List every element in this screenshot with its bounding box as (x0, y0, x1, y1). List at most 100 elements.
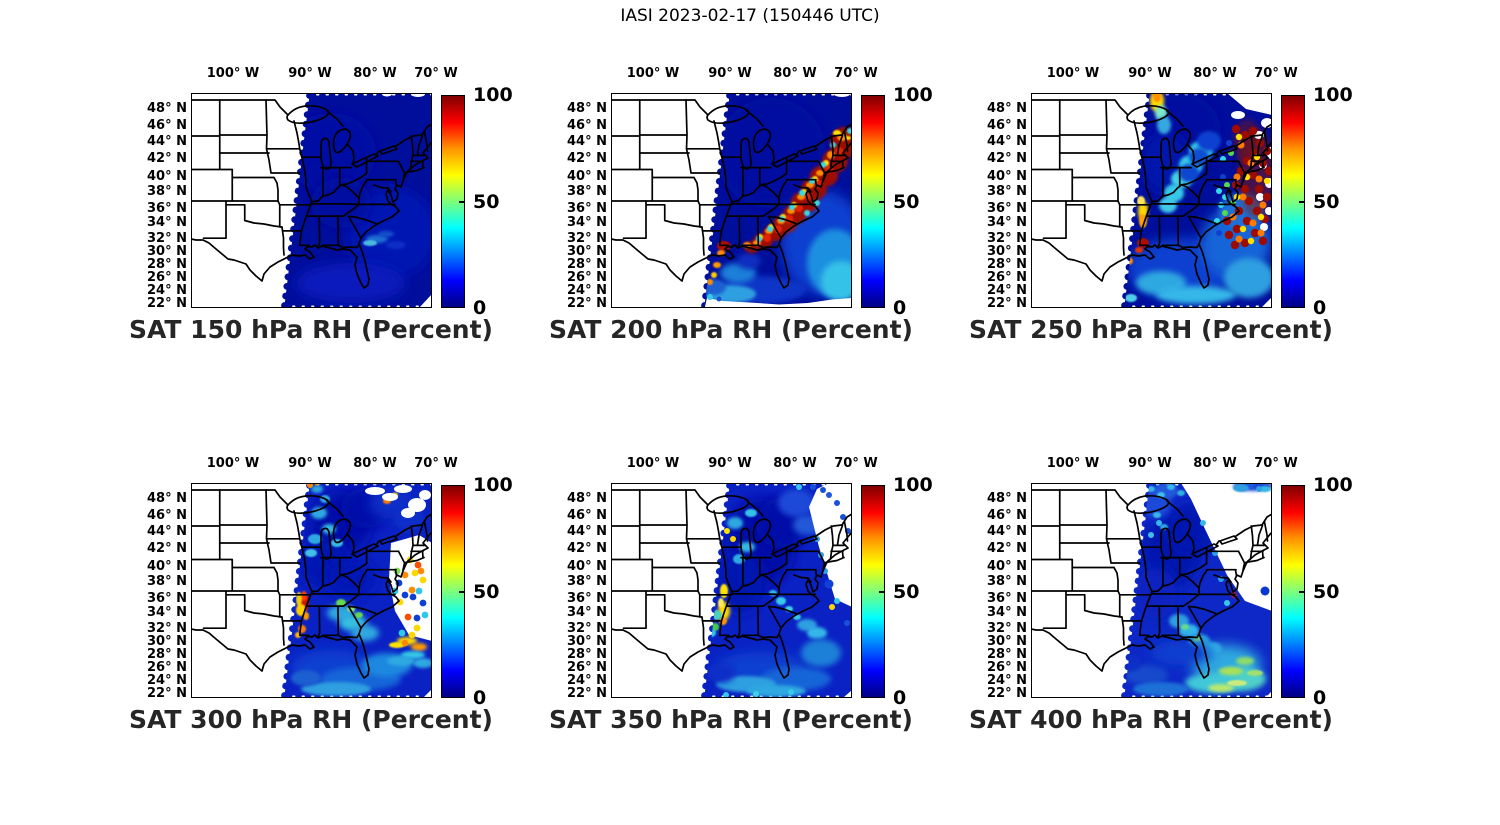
lat-tick-label: 42° N (987, 151, 1027, 166)
lat-tick-label: 32° N (987, 230, 1027, 246)
lon-tick-label: 100° W (206, 456, 260, 471)
lat-tick-label: 38° N (987, 573, 1027, 589)
lon-tick-label: 80° W (773, 66, 817, 81)
colorbar-mid-tick (879, 200, 884, 203)
lat-tick-label: 26° N (147, 270, 187, 285)
colorbar-tick-label: 100 (1313, 474, 1353, 496)
lon-tick-label: 70° W (1254, 456, 1298, 471)
lat-tick-label: 44° N (987, 524, 1027, 539)
lat-tick-label: 26° N (567, 660, 607, 675)
lon-tick-label: 70° W (414, 456, 458, 471)
colorbar-tick-label: 0 (473, 687, 487, 709)
lat-tick-label: 34° N (567, 604, 607, 620)
lat-tick-label: 28° N (147, 256, 187, 272)
lat-tick-label: 26° N (147, 660, 187, 675)
lat-tick-label: 34° N (987, 604, 1027, 620)
lat-tick-label: 26° N (987, 270, 1027, 285)
lat-tick-label: 38° N (987, 183, 1027, 199)
lat-tick-label: 46° N (147, 117, 187, 133)
panel-title: SAT 400 hPa RH (Percent) (969, 705, 1333, 734)
panel-title: SAT 150 hPa RH (Percent) (129, 315, 493, 344)
colorbar-tick-label: 50 (473, 580, 500, 603)
lat-tick-label: 36° N (987, 590, 1027, 606)
lat-tick-label: 22° N (147, 295, 187, 311)
colorbar (441, 485, 465, 698)
lat-tick-label: 30° N (147, 243, 187, 259)
colorbar-tick-label: 0 (1313, 297, 1327, 319)
colorbar-tick-label: 100 (473, 474, 513, 496)
lat-tick-label: 32° N (147, 620, 187, 636)
lat-tick-label: 22° N (567, 295, 607, 311)
colorbar (861, 485, 885, 698)
lat-tick-label: 32° N (987, 620, 1027, 636)
colorbar-tick-label: 100 (893, 84, 933, 106)
lat-tick-label: 46° N (567, 117, 607, 133)
lat-tick-label: 22° N (567, 685, 607, 701)
lat-tick-label: 48° N (567, 101, 607, 116)
map-plot-250hpa (1031, 93, 1272, 308)
lat-tick-label: 30° N (987, 633, 1027, 649)
lat-tick-label: 28° N (567, 256, 607, 272)
colorbar-tick-label: 0 (893, 687, 907, 709)
lon-tick-label: 90° W (288, 66, 332, 81)
lat-tick-label: 22° N (987, 295, 1027, 311)
lat-tick-label: 36° N (147, 590, 187, 606)
lat-tick-label: 34° N (567, 214, 607, 230)
lon-tick-label: 70° W (834, 456, 878, 471)
panel-title: SAT 250 hPa RH (Percent) (969, 315, 1333, 344)
colorbar-tick-label: 50 (893, 190, 920, 213)
lat-tick-label: 40° N (567, 558, 607, 574)
lat-tick-label: 24° N (147, 672, 187, 688)
map-plot-300hpa (191, 483, 432, 698)
lat-tick-label: 44° N (987, 134, 1027, 149)
lat-tick-label: 24° N (567, 282, 607, 298)
lon-tick-label: 90° W (708, 66, 752, 81)
colorbar (1281, 485, 1305, 698)
lat-tick-label: 36° N (567, 200, 607, 216)
lon-tick-label: 80° W (1193, 66, 1237, 81)
lat-tick-label: 40° N (147, 168, 187, 184)
lat-tick-label: 44° N (147, 134, 187, 149)
lat-tick-label: 22° N (147, 685, 187, 701)
lat-tick-label: 32° N (567, 230, 607, 246)
panel-title: SAT 200 hPa RH (Percent) (549, 315, 913, 344)
colorbar-mid-tick (459, 590, 464, 593)
colorbar (441, 95, 465, 308)
lon-tick-label: 90° W (1128, 456, 1172, 471)
lon-tick-label: 100° W (1046, 456, 1100, 471)
lon-tick-label: 70° W (1254, 66, 1298, 81)
lat-tick-label: 36° N (987, 200, 1027, 216)
lat-tick-label: 42° N (987, 541, 1027, 556)
lat-tick-label: 46° N (987, 507, 1027, 523)
lon-tick-label: 100° W (1046, 66, 1100, 81)
lat-tick-label: 42° N (147, 151, 187, 166)
lat-tick-label: 40° N (987, 558, 1027, 574)
lat-tick-label: 30° N (567, 633, 607, 649)
figure-title: IASI 2023-02-17 (150446 UTC) (620, 6, 880, 26)
lat-tick-label: 44° N (567, 134, 607, 149)
lat-tick-label: 38° N (567, 183, 607, 199)
colorbar-tick-label: 0 (1313, 687, 1327, 709)
colorbar-mid-tick (459, 200, 464, 203)
lat-tick-label: 36° N (567, 590, 607, 606)
lat-tick-label: 32° N (567, 620, 607, 636)
lat-tick-label: 48° N (987, 101, 1027, 116)
panel-title: SAT 350 hPa RH (Percent) (549, 705, 913, 734)
lat-tick-label: 34° N (147, 214, 187, 230)
lat-tick-label: 44° N (147, 524, 187, 539)
lat-tick-label: 26° N (987, 660, 1027, 675)
lon-tick-label: 100° W (626, 456, 680, 471)
lat-tick-label: 48° N (147, 101, 187, 116)
lat-tick-label: 30° N (147, 633, 187, 649)
lon-tick-label: 100° W (626, 66, 680, 81)
lat-tick-label: 36° N (147, 200, 187, 216)
colorbar-tick-label: 50 (473, 190, 500, 213)
map-plot-350hpa (611, 483, 852, 698)
lon-tick-label: 80° W (1193, 456, 1237, 471)
colorbar-tick-label: 100 (893, 474, 933, 496)
lat-tick-label: 34° N (987, 214, 1027, 230)
lat-tick-label: 42° N (147, 541, 187, 556)
map-plot-200hpa (611, 93, 852, 308)
lat-tick-label: 38° N (147, 183, 187, 199)
lat-tick-label: 30° N (567, 243, 607, 259)
